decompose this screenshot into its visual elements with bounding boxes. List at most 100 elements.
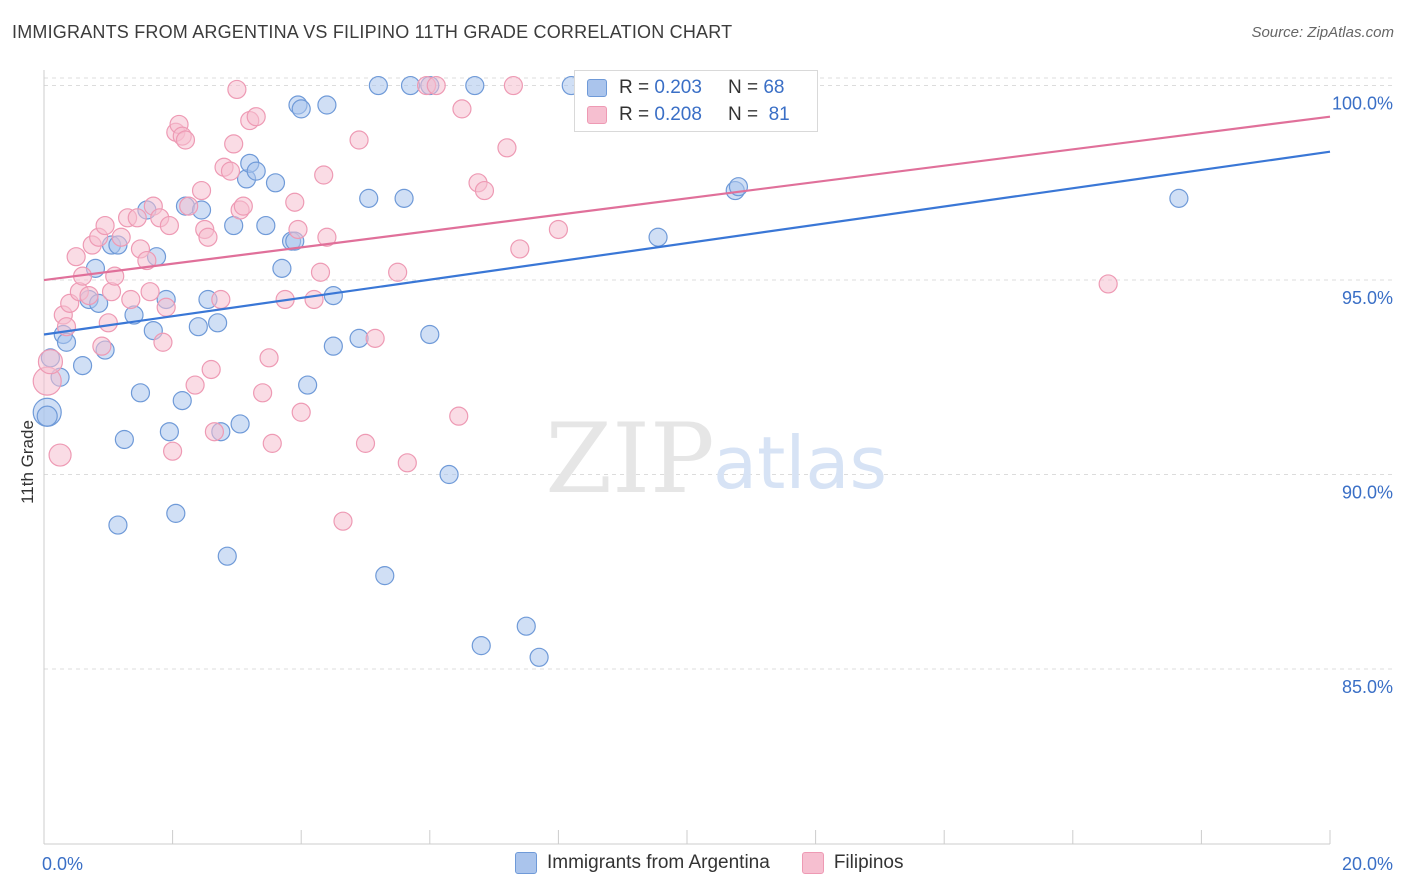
point-filipinos <box>66 247 86 267</box>
point-filipinos <box>227 79 247 100</box>
point-argentina <box>375 566 395 586</box>
tick-labels: 85.0% 90.0% 95.0% 100.0% 0.0% 20.0% <box>42 94 1393 874</box>
point-argentina <box>298 375 318 395</box>
y-tick-label: 100.0% <box>1332 94 1393 114</box>
point-argentina <box>439 464 459 485</box>
point-argentina <box>368 75 388 96</box>
legend-n-value: 68 <box>763 77 785 98</box>
point-filipinos <box>262 433 282 453</box>
legend-swatch-filipinos <box>801 852 824 874</box>
y-tick-label: 90.0% <box>1342 483 1393 503</box>
point-filipinos <box>98 313 118 333</box>
point-filipinos <box>153 332 173 352</box>
point-argentina <box>265 173 286 193</box>
axes <box>43 70 1331 845</box>
point-filipinos <box>426 75 446 96</box>
x-tick-label-max: 20.0% <box>1342 854 1393 874</box>
legend-n-value: 81 <box>768 104 790 125</box>
point-filipinos <box>95 215 115 236</box>
point-filipinos <box>179 196 199 216</box>
point-argentina <box>529 647 549 667</box>
point-argentina <box>159 422 179 442</box>
y-tick-label: 85.0% <box>1342 677 1393 697</box>
point-argentina <box>72 355 93 376</box>
point-argentina <box>208 313 228 333</box>
point-filipinos <box>175 130 196 150</box>
legend-item-filipinos[interactable]: Filipinos <box>801 852 904 874</box>
legend-r-label: R = <box>619 77 650 98</box>
point-filipinos <box>198 227 218 247</box>
point-argentina <box>317 95 337 115</box>
point-argentina <box>420 324 440 345</box>
point-argentina <box>188 317 208 337</box>
y-axis-label: 11th Grade <box>18 420 37 504</box>
point-filipinos <box>349 130 369 150</box>
data-points <box>32 75 1189 667</box>
point-argentina <box>400 75 421 96</box>
x-tick-label-min: 0.0% <box>42 854 83 874</box>
legend-row-filipinos: R = 0.208 N = 81 <box>587 104 790 126</box>
point-argentina <box>36 405 58 427</box>
legend-swatch-argentina <box>587 79 607 97</box>
point-filipinos <box>291 402 311 422</box>
point-filipinos <box>92 336 112 356</box>
point-argentina <box>230 414 250 434</box>
trend-line-filipinos <box>43 115 1331 282</box>
point-filipinos <box>185 375 205 395</box>
legend-r-value: 0.208 <box>654 104 702 125</box>
point-argentina <box>1169 188 1189 208</box>
point-argentina <box>256 215 276 236</box>
point-filipinos <box>48 443 72 467</box>
point-argentina <box>465 75 485 96</box>
point-filipinos <box>37 349 64 375</box>
point-argentina <box>166 503 186 523</box>
point-argentina <box>323 285 343 306</box>
point-argentina <box>108 515 128 535</box>
point-argentina <box>516 616 536 636</box>
stats-legend: R = 0.203 N = 68 R = 0.208 N = 81 <box>574 70 818 132</box>
point-argentina <box>323 336 343 356</box>
trend-lines <box>43 115 1331 336</box>
point-filipinos <box>497 138 517 158</box>
legend-label-argentina: Immigrants from Argentina <box>547 852 770 873</box>
legend-swatch-filipinos <box>587 106 607 124</box>
point-argentina <box>471 636 491 656</box>
point-filipinos <box>474 180 495 201</box>
legend-row-argentina: R = 0.203 N = 68 <box>587 77 784 99</box>
point-filipinos <box>310 262 331 282</box>
point-filipinos <box>285 192 305 212</box>
point-filipinos <box>317 227 337 247</box>
point-filipinos <box>156 297 176 317</box>
point-argentina <box>130 383 151 403</box>
point-filipinos <box>79 285 99 306</box>
point-filipinos <box>397 453 417 473</box>
point-argentina <box>272 258 292 278</box>
watermark-atlas: atlas <box>713 421 887 505</box>
point-filipinos <box>224 134 244 154</box>
point-filipinos <box>137 250 157 271</box>
point-filipinos <box>510 239 530 259</box>
point-filipinos <box>449 406 469 426</box>
point-argentina <box>394 188 414 208</box>
point-filipinos <box>159 215 179 236</box>
point-filipinos <box>204 422 224 442</box>
point-argentina <box>217 546 237 566</box>
legend-item-argentina[interactable]: Immigrants from Argentina <box>515 852 770 874</box>
point-filipinos <box>233 196 253 216</box>
legend-n-label: N = <box>727 104 759 125</box>
source-label: Source: ZipAtlas.com <box>1251 24 1394 41</box>
legend-n-label: N = <box>727 77 759 98</box>
point-filipinos <box>220 161 241 181</box>
point-argentina <box>648 227 668 247</box>
point-argentina <box>114 429 134 450</box>
point-filipinos <box>101 282 122 302</box>
point-filipinos <box>503 75 523 96</box>
point-filipinos <box>333 511 353 531</box>
point-argentina <box>291 99 311 119</box>
point-filipinos <box>111 227 131 247</box>
point-filipinos <box>452 99 472 119</box>
point-filipinos <box>253 383 273 403</box>
point-filipinos <box>259 348 279 368</box>
point-filipinos <box>140 282 160 302</box>
